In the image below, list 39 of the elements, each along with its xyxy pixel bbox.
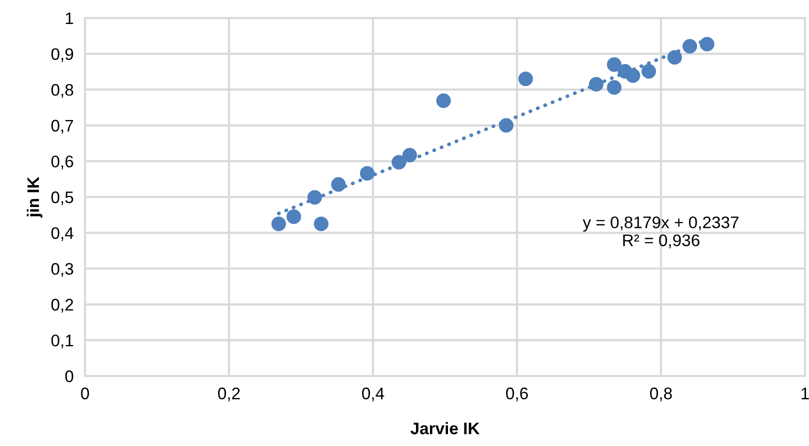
- point: [286, 209, 302, 224]
- x-tick-label: 0,4: [362, 388, 384, 402]
- x-tick-label: 0,8: [650, 388, 672, 402]
- point: [606, 57, 622, 72]
- x-axis-title: Jarvie IK: [410, 422, 480, 434]
- y-tick-label: 0,7: [51, 120, 74, 134]
- y-tick-label: 0,5: [51, 191, 74, 206]
- point: [402, 148, 418, 162]
- y-axis-title: jin IK: [26, 176, 42, 218]
- point: [588, 76, 604, 92]
- y-tick-label: 0,3: [51, 263, 74, 277]
- point: [667, 50, 682, 65]
- point: [641, 64, 656, 79]
- y-tick-label: 1: [66, 12, 74, 24]
- point: [700, 36, 714, 52]
- y-tick-label: 0,4: [51, 227, 74, 241]
- y-tick-label: 0,8: [51, 84, 74, 98]
- point: [498, 118, 514, 133]
- point: [307, 190, 322, 205]
- point: [518, 72, 533, 86]
- y-tick-label: 0: [65, 370, 74, 382]
- point: [360, 166, 375, 181]
- y-tick-label: 0,2: [51, 298, 74, 313]
- point: [392, 154, 406, 170]
- point: [626, 68, 640, 83]
- point: [314, 216, 328, 232]
- y-tick-label: 0,6: [51, 156, 74, 170]
- x-tick-label: 0: [81, 388, 89, 400]
- point: [436, 93, 451, 108]
- point: [331, 177, 346, 192]
- x-tick-label: 0,2: [218, 388, 240, 402]
- y-tick-label: 0,1: [51, 334, 74, 348]
- x-tick-label: 0,6: [506, 388, 528, 402]
- point: [606, 80, 622, 95]
- point: [271, 216, 286, 232]
- y-tick-label: 0,9: [51, 48, 74, 62]
- point: [682, 39, 698, 54]
- annotation: y = 0,8179x + 0,2337 R² = 0,936: [582, 216, 738, 248]
- x-tick-label: 1: [802, 388, 809, 400]
